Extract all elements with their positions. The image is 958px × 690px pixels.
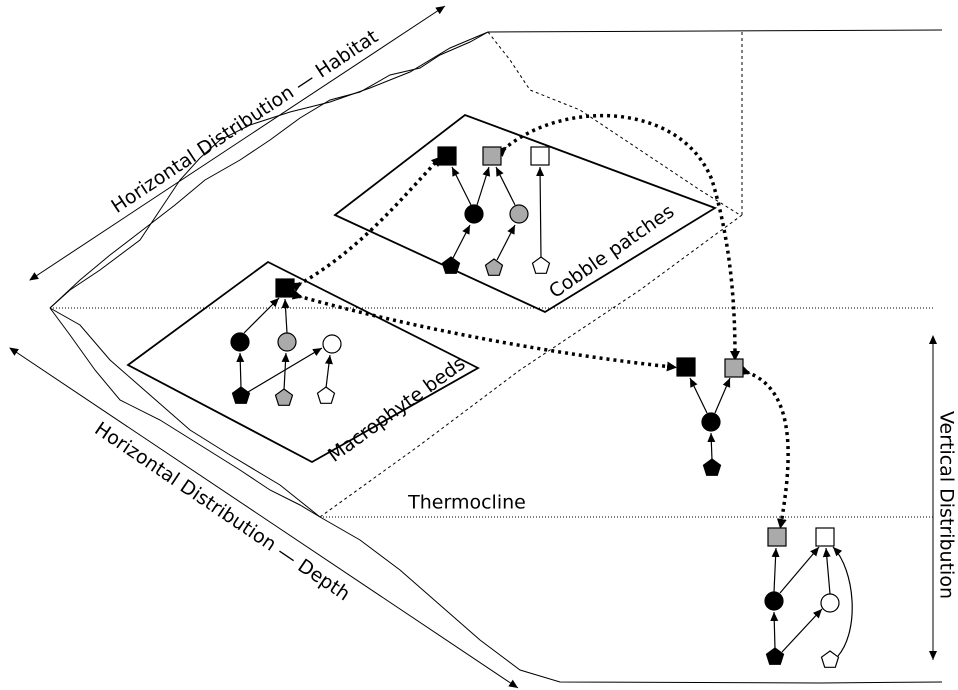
habitat-arrow xyxy=(30,6,445,280)
macrophyte-label: Macrophyte beds xyxy=(324,353,469,467)
macrophyte-patch xyxy=(128,262,478,462)
vertical-label: Vertical Distribution xyxy=(936,411,958,599)
thermocline-label: Thermocline xyxy=(407,492,526,514)
depth-arrow xyxy=(10,348,518,688)
habitat-label: Horizontal Distribution — Habitat xyxy=(107,26,382,218)
depth-label: Horizontal Distribution — Depth xyxy=(91,418,354,606)
lake-outline xyxy=(50,30,942,683)
diagram: Horizontal Distribution — Habitat Horizo… xyxy=(0,0,958,690)
cobble-label: Cobble patches xyxy=(545,200,678,302)
